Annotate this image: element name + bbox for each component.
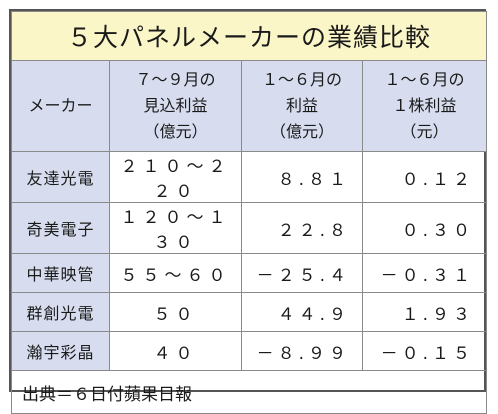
- table-row: 瀚宇彩晶 ４０ －８.９９ －０.１５: [11, 331, 488, 371]
- header-profit-line-3: （億元）: [269, 122, 334, 141]
- row-estimate: ２１０～２２０: [109, 151, 242, 203]
- header-estimate-line-2: 見込利益: [143, 96, 208, 115]
- row-estimate: １２０～１３０: [109, 202, 242, 254]
- row-maker-name: 中華映管: [11, 253, 110, 293]
- source-note: 出典＝６日付蘋果日報: [10, 370, 488, 414]
- header-eps: １～６月の １株利益 （元）: [361, 60, 488, 152]
- row-maker-name: 奇美電子: [11, 202, 110, 254]
- header-row: メーカー ７～９月の 見込利益 （億元） １～６月の 利益 （億元） １～６月の…: [11, 60, 488, 152]
- row-estimate: ５５～６０: [109, 253, 242, 293]
- table-row: 中華映管 ５５～６０ －２５.４ －０.３１: [11, 253, 488, 293]
- row-profit: ２２.８: [241, 202, 363, 254]
- header-estimate-line-1: ７～９月の: [135, 70, 216, 89]
- row-eps: －０.３１: [361, 253, 488, 293]
- row-maker-name: 群創光電: [11, 292, 110, 332]
- row-profit: ８.８１: [241, 151, 363, 203]
- header-estimate-line-3: （億元）: [143, 122, 208, 141]
- row-profit: ４４.９: [241, 292, 363, 332]
- row-profit: －２５.４: [241, 253, 363, 293]
- comparison-table-frame: ５大パネルメーカーの業績比較 メーカー ７～９月の 見込利益 （億元） １～６月…: [9, 9, 488, 414]
- row-estimate: ５０: [109, 292, 242, 332]
- row-eps: ０.１２: [361, 151, 488, 203]
- header-profit-line-2: 利益: [285, 96, 318, 115]
- row-maker-name: 瀚宇彩晶: [11, 331, 110, 371]
- row-maker-name: 友達光電: [11, 151, 110, 203]
- header-eps-line-1: １～６月の: [384, 70, 465, 89]
- table-row: 群創光電 ５０ ４４.９ １.９３: [11, 292, 488, 332]
- table-title: ５大パネルメーカーの業績比較: [10, 11, 488, 61]
- header-profit: １～６月の 利益 （億元）: [241, 60, 363, 152]
- header-estimate: ７～９月の 見込利益 （億元）: [109, 60, 242, 152]
- row-eps: １.９３: [361, 292, 488, 332]
- header-eps-line-3: （元）: [400, 122, 449, 141]
- row-eps: －０.１５: [361, 331, 488, 371]
- row-profit: －８.９９: [241, 331, 363, 371]
- table-row: 友達光電 ２１０～２２０ ８.８１ ０.１２: [11, 151, 488, 203]
- row-eps: ０.３０: [361, 202, 488, 254]
- header-eps-line-2: １株利益: [392, 96, 457, 115]
- row-estimate: ４０: [109, 331, 242, 371]
- comparison-table: ５大パネルメーカーの業績比較 メーカー ７～９月の 見込利益 （億元） １～６月…: [10, 11, 488, 414]
- header-profit-line-1: １～６月の: [261, 70, 342, 89]
- header-maker: メーカー: [11, 60, 110, 152]
- table-row: 奇美電子 １２０～１３０ ２２.８ ０.３０: [11, 202, 488, 254]
